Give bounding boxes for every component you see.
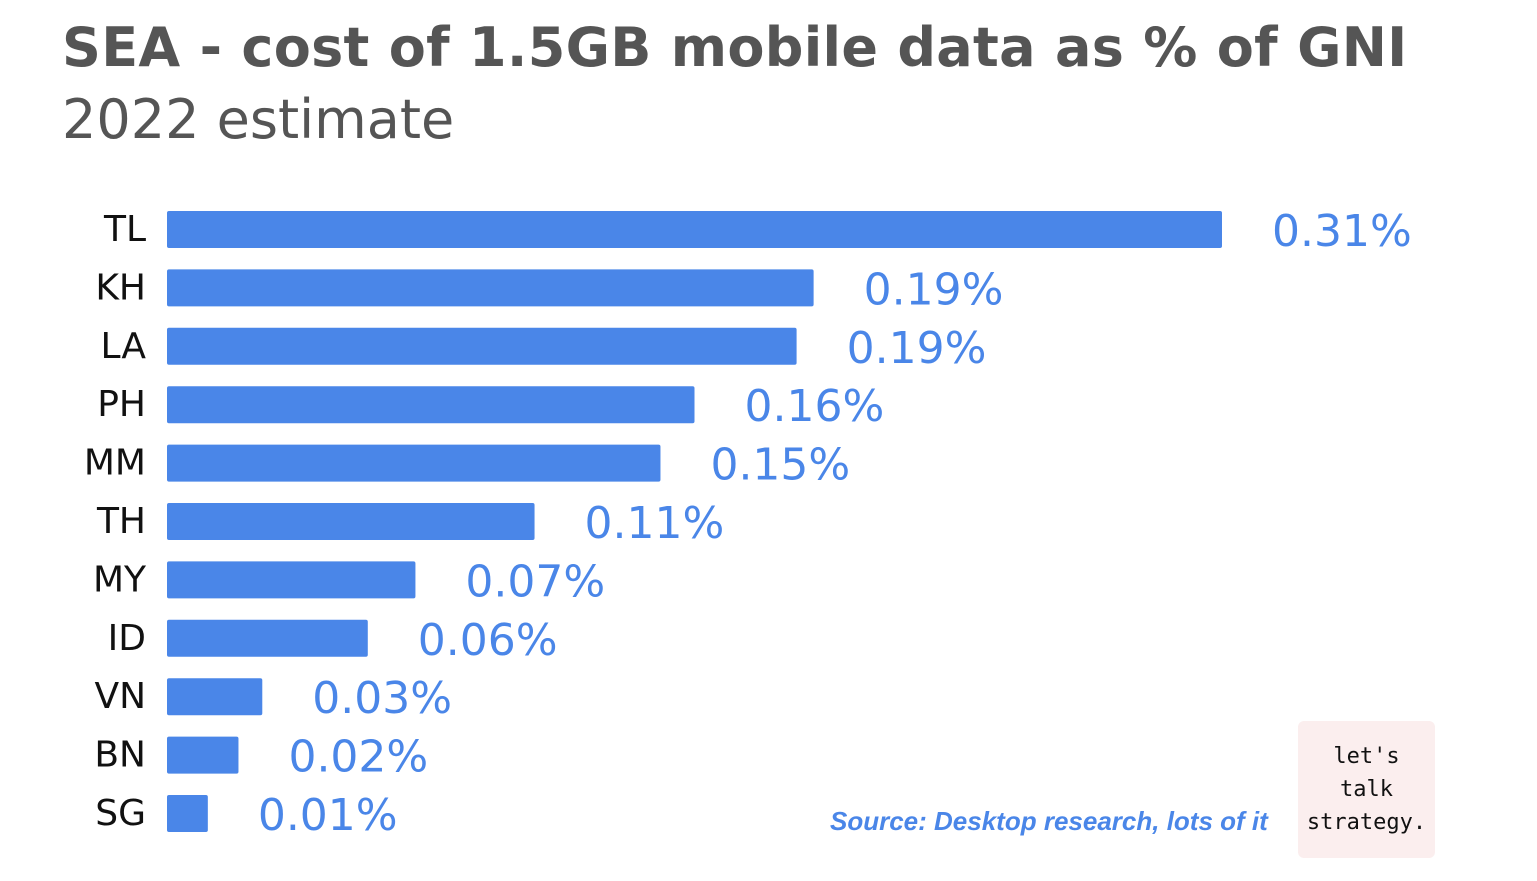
bar-mm — [167, 444, 661, 482]
bar-id — [167, 619, 368, 657]
category-label-la: LA — [100, 326, 146, 367]
logo-line-1: let's — [1333, 744, 1400, 769]
value-label-bn: 0.02% — [288, 732, 428, 783]
value-label-kh: 0.19% — [864, 264, 1004, 315]
category-label-id: ID — [108, 618, 146, 659]
bar-tl — [167, 211, 1222, 248]
value-label-ph: 0.16% — [745, 381, 885, 432]
logo-line-3: strategy. — [1306, 810, 1427, 835]
source-note: Source: Desktop research, lots of it — [830, 806, 1268, 836]
category-label-tl: TL — [103, 209, 146, 250]
value-label-vn: 0.03% — [312, 673, 452, 724]
value-label-la: 0.19% — [847, 323, 987, 374]
bar-la — [167, 327, 797, 365]
value-label-mm: 0.15% — [710, 440, 850, 491]
category-label-sg: SG — [95, 793, 146, 834]
bar-sg — [167, 795, 208, 832]
logo-line-2: talk — [1340, 777, 1393, 802]
bar-bn — [167, 736, 239, 774]
category-label-th: TH — [96, 501, 146, 542]
category-label-vn: VN — [94, 676, 146, 717]
bar-vn — [167, 678, 263, 716]
chart-title: SEA - cost of 1.5GB mobile data as % of … — [62, 16, 1408, 79]
bar-th — [167, 503, 535, 540]
bar-my — [167, 561, 416, 599]
category-label-ph: PH — [97, 384, 146, 425]
category-label-my: MY — [93, 559, 147, 600]
category-label-bn: BN — [94, 735, 146, 776]
value-label-th: 0.11% — [585, 498, 725, 549]
category-label-mm: MM — [84, 443, 146, 484]
category-label-kh: KH — [95, 267, 146, 308]
bar-ph — [167, 386, 695, 424]
chart-subtitle: 2022 estimate — [62, 88, 455, 151]
value-label-id: 0.06% — [418, 615, 558, 666]
value-label-sg: 0.01% — [258, 790, 398, 841]
value-label-my: 0.07% — [465, 556, 605, 607]
brand-logo: let's talk strategy. — [1298, 721, 1435, 858]
value-label-tl: 0.31% — [1272, 206, 1412, 257]
bar-kh — [167, 269, 814, 307]
